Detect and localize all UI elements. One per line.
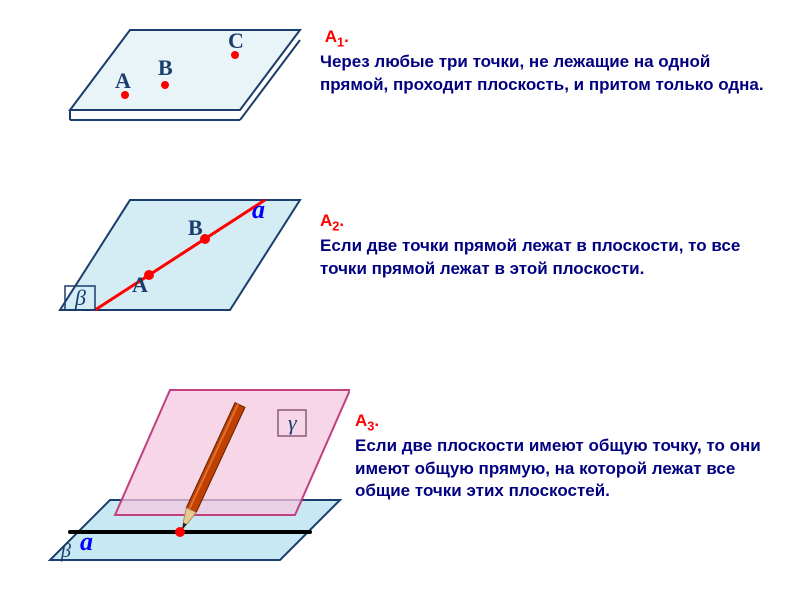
axiom-2-block: А2. Если две точки прямой лежат в плоско… [320, 210, 770, 280]
intersection-point [175, 527, 185, 537]
axiom-3-diagram: a β γ [30, 370, 350, 580]
axiom-3-title: А3. [355, 411, 379, 430]
axiom-2-text-col: А2. Если две точки прямой лежат в плоско… [320, 210, 770, 280]
axiom-2-text: Если две точки прямой лежат в плоскости,… [320, 236, 740, 278]
axiom-1-text: Через любые три точки, не лежащие на одн… [320, 52, 764, 94]
line-a-label: a [252, 195, 265, 224]
point-label-B: B [188, 215, 203, 240]
axiom-3-text: Если две плоскости имеют общую точку, то… [355, 436, 761, 501]
plane-1 [70, 30, 300, 110]
axiom-1-block: А1. Через любые три точки, не лежащие на… [320, 26, 770, 96]
axiom-1-text-col: А1. Через любые три точки, не лежащие на… [320, 26, 770, 96]
line-a-label-3: a [80, 527, 93, 556]
axiom-2-row: A B a β А2. Если две точки прямой лежат в… [40, 180, 770, 330]
axiom-3-block: А3. Если две плоскости имеют общую точку… [355, 410, 775, 503]
axiom-1-row: A B C А1. Через любые три точки, не лежащи… [40, 10, 770, 150]
axiom-2-title: А2. [320, 211, 344, 230]
beta-label-3: β [60, 540, 71, 562]
point-label-C: C [228, 28, 244, 53]
axiom-3-row: a β γ А3. Если две плоскости имеют общую… [30, 370, 775, 580]
beta-label: β [74, 285, 86, 310]
point-label-A: A [132, 272, 148, 297]
point-label-B: B [158, 55, 173, 80]
axiom-1-diagram: A B C [40, 10, 310, 150]
axiom-2-diagram: A B a β [40, 180, 310, 330]
point-B [161, 81, 169, 89]
point-label-A: A [115, 68, 131, 93]
axiom-3-text-col: А3. Если две плоскости имеют общую точку… [355, 410, 775, 503]
gamma-label: γ [288, 410, 298, 435]
axiom-1-title: А1. [320, 27, 349, 46]
